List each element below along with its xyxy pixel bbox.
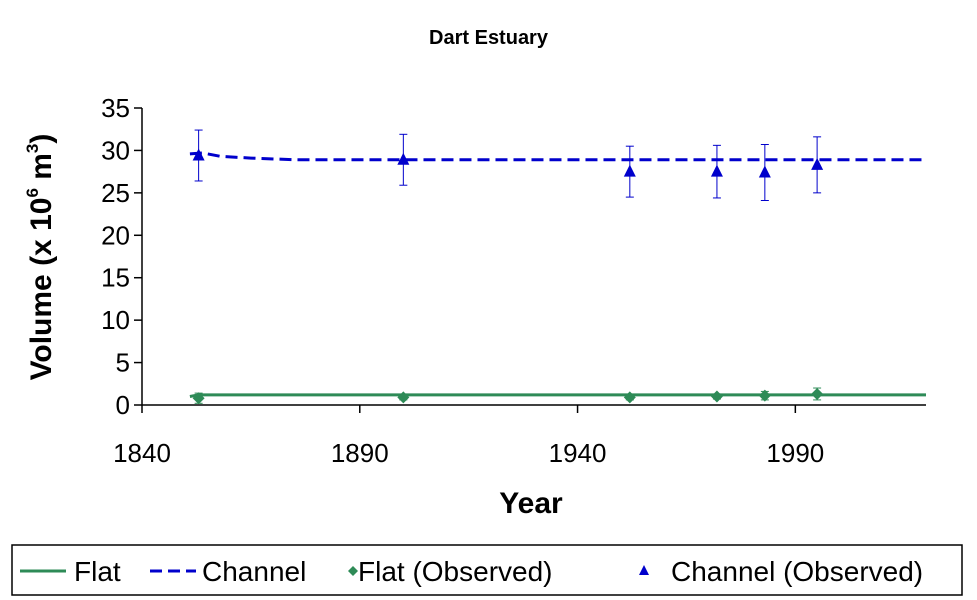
channel-observed-point [397,152,410,165]
x-tick-label: 1990 [766,438,824,468]
legend: Flat Channel Flat (Observed) Channel (Obser… [11,544,963,596]
flat-observed-point [192,392,205,405]
y-tick-label: 5 [116,348,130,378]
flat-observed-point [710,390,723,403]
legend-label-channel: Channel [202,556,306,587]
y-axis-title-exponent-2: 3 [23,143,42,154]
y-axis-title-prefix: Volume (x 10 [25,197,58,381]
y-axis-title: Volume (x 106 m3) [23,133,59,381]
x-axis-title: Year [499,487,563,520]
y-tick-label: 0 [116,390,130,420]
legend-label-channel-observed: Channel (Observed) [671,556,923,587]
flat-observed-point [623,391,636,404]
legend-swatch-flat-observed [348,566,358,576]
y-tick-label: 10 [101,305,130,335]
channel-observed-point [623,164,636,177]
series-layer [189,129,926,405]
chart-title: Dart Estuary [429,27,548,49]
channel-observed-point [811,157,824,170]
x-tick-label: 1940 [549,438,607,468]
y-axis-title-exponent-1: 6 [23,188,42,198]
y-tick-label: 35 [101,93,130,123]
y-tick-label: 20 [101,220,130,250]
y-tick-label: 15 [101,263,130,293]
flat-observed-point [811,387,824,400]
legend-label-flat-observed: Flat (Observed) [358,556,553,587]
legend-swatch-channel-observed [639,565,649,575]
axes: 0 5 10 15 20 25 30 35 1840 1890 1940 1990 [101,93,926,468]
legend-label-flat: Flat [74,556,121,587]
flat-observed-point [397,391,410,404]
y-axis-title-suffix: ) [25,133,58,144]
channel-observed-point [192,148,205,161]
y-axis-title-middle: m [25,153,58,189]
y-tick-label: 25 [101,178,130,208]
channel-observed-point [710,164,723,177]
flat-observed-point [758,389,771,402]
channel-observed-point [758,165,771,178]
x-tick-label: 1840 [113,438,171,468]
channel-series-line [189,151,926,162]
y-tick-label: 30 [101,135,130,165]
x-tick-label: 1890 [331,438,389,468]
